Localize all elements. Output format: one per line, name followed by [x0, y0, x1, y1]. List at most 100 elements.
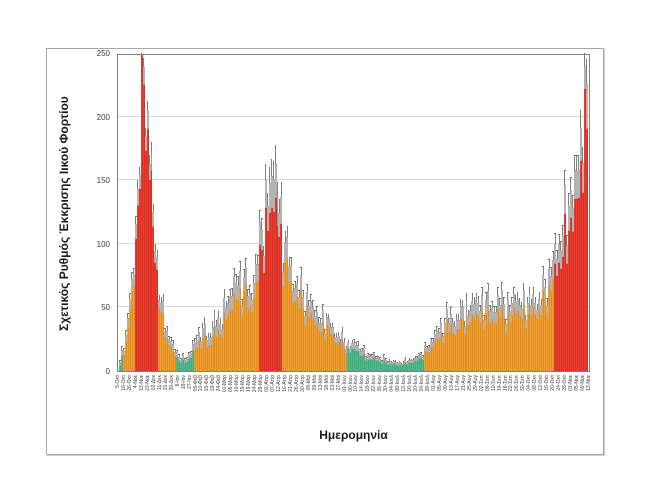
uncertainty-segment: [217, 318, 220, 332]
error-bar-cap: [426, 345, 428, 347]
uncertainty-segment: [327, 319, 330, 329]
uncertainty-segment: [465, 300, 468, 315]
uncertainty-segment: [237, 284, 240, 302]
error-bar-cap: [343, 337, 346, 339]
bar-value-fill: [560, 269, 562, 371]
uncertainty-segment: [124, 334, 127, 344]
bar-value-fill: [526, 315, 529, 371]
uncertainty-segment: [457, 319, 460, 331]
uncertainty-segment: [552, 260, 555, 279]
bar-value-fill: [552, 278, 555, 371]
bar-value-fill: [378, 362, 381, 371]
bar-value-fill: [420, 358, 423, 371]
uncertainty-segment: [467, 315, 470, 327]
uncertainty-segment: [449, 313, 452, 326]
uncertainty-segment: [435, 330, 438, 340]
bar-value-fill: [558, 263, 560, 371]
uncertainty-segment: [219, 323, 222, 336]
error-bar-cap: [361, 348, 363, 350]
bar: [560, 55, 562, 371]
bar-value-fill: [341, 340, 344, 371]
bar-value-fill: [245, 285, 247, 371]
bar-value-fill: [162, 312, 165, 371]
bar-value-fill: [134, 238, 137, 371]
error-bar-cap: [170, 337, 172, 339]
bar: [359, 55, 362, 371]
error-bar-cap: [286, 225, 289, 227]
bar-value-fill: [579, 161, 582, 371]
bar-value-fill: [148, 180, 151, 371]
bar-value-fill: [309, 313, 312, 371]
error-bar-cap: [465, 293, 468, 295]
bar: [268, 55, 271, 371]
bar: [394, 55, 397, 371]
error-bar-cap: [554, 233, 556, 235]
uncertainty-segment: [363, 347, 366, 354]
bar: [231, 55, 234, 371]
bar-value-fill: [406, 364, 409, 371]
bar: [203, 55, 206, 371]
bar-value-fill: [207, 345, 210, 371]
bar-value-fill: [254, 281, 257, 371]
x-tick-label: 23-Νοε: [144, 375, 151, 391]
bar: [308, 55, 310, 371]
error-bar-cap: [444, 317, 446, 319]
error-bar-cap: [487, 282, 489, 284]
error-bar-cap: [174, 349, 176, 351]
error-bar-cap: [123, 348, 125, 350]
x-tick-label: 4-Νοε: [132, 375, 139, 389]
bar: [428, 55, 431, 371]
error-bar-cap: [312, 300, 314, 302]
bar-value-fill: [150, 170, 153, 371]
bar-value-fill: [256, 281, 259, 371]
bar: [246, 55, 249, 371]
error-bar-cap: [365, 355, 367, 357]
bar-value-fill: [459, 319, 462, 371]
error-bar-cap: [314, 309, 316, 311]
error-bar-cap: [119, 359, 121, 361]
uncertainty-segment: [335, 336, 338, 344]
error-bar-cap: [422, 354, 424, 356]
uncertainty-segment: [182, 355, 184, 361]
error-bar-cap: [164, 328, 167, 330]
bar: [528, 55, 531, 371]
error-bar-cap: [489, 305, 491, 307]
bar-value-fill: [213, 330, 216, 371]
x-tick-label: 30-Δεκ: [168, 375, 175, 391]
bar: [349, 55, 352, 371]
error-bar-cap: [129, 292, 131, 294]
bar: [526, 55, 529, 371]
error-bar-cap: [416, 355, 419, 357]
bar-value-fill: [422, 359, 425, 371]
bar: [339, 55, 342, 371]
error-bar-cap: [461, 299, 464, 301]
uncertainty-segment: [376, 358, 379, 362]
uncertainty-segment: [485, 299, 488, 314]
uncertainty-segment: [410, 360, 413, 364]
error-bar-cap: [548, 259, 550, 261]
uncertainty-segment: [378, 358, 381, 363]
bar-value-fill: [512, 308, 515, 371]
bar: [420, 55, 423, 371]
error-bar-cap: [172, 340, 174, 342]
bar-value-fill: [187, 359, 190, 371]
bar-value-fill: [540, 316, 543, 371]
bar: [579, 55, 582, 371]
bar-value-fill: [435, 339, 438, 371]
bar-value-fill: [461, 320, 464, 371]
error-bar-cap: [140, 53, 143, 54]
uncertainty-segment: [585, 83, 588, 130]
uncertainty-segment: [437, 332, 440, 341]
error-bar-cap: [284, 231, 287, 233]
error-bar-cap: [253, 274, 255, 276]
uncertainty-segment: [487, 291, 490, 307]
error-bar-cap: [264, 164, 267, 166]
error-bar-cap: [353, 339, 356, 341]
uncertainty-segment: [215, 325, 218, 337]
bar: [497, 55, 499, 371]
y-axis-tick-labels: 0 50 100 150 200 250: [86, 49, 113, 376]
bar: [437, 55, 440, 371]
uncertainty-segment: [308, 306, 310, 318]
error-bar-cap: [377, 356, 379, 358]
error-bar-cap: [335, 332, 338, 334]
